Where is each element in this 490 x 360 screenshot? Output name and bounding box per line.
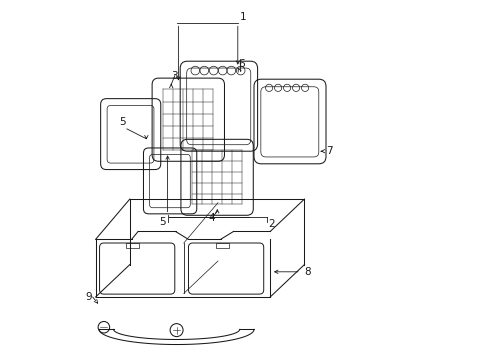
Text: 9: 9 [85,292,92,302]
Text: 2: 2 [269,219,275,229]
Text: 5: 5 [159,217,166,228]
Text: 7: 7 [326,146,333,156]
Text: 1: 1 [240,12,246,22]
Text: 8: 8 [304,267,311,277]
Bar [126,243,139,248]
Text: 6: 6 [238,59,245,69]
Text: 4: 4 [209,213,215,223]
Text: 5: 5 [119,117,126,127]
Bar [216,243,229,248]
Text: 3: 3 [172,71,178,81]
